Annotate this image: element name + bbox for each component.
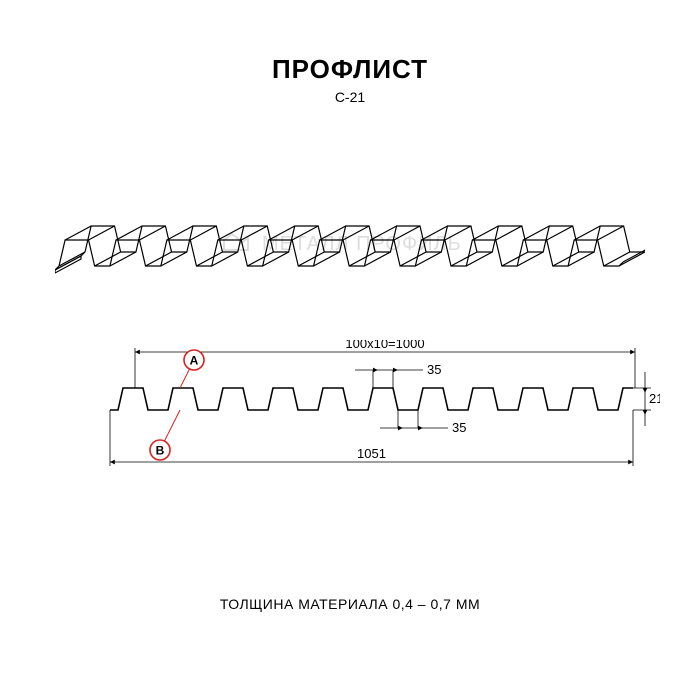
footer-text: ТОЛЩИНА МАТЕРИАЛА 0,4 – 0,7 ММ — [0, 596, 700, 612]
page-title: ПРОФЛИСТ — [0, 54, 700, 85]
svg-text:1051: 1051 — [357, 446, 386, 461]
title-block: ПРОФЛИСТ С-21 — [0, 54, 700, 105]
section-view: 100x10=1000 1051 21 35 35 A B — [40, 340, 660, 520]
svg-text:A: A — [190, 354, 199, 368]
svg-text:B: B — [156, 444, 165, 458]
isometric-view — [55, 150, 645, 290]
page: ПРОФЛИСТ С-21 МЕТАЛЛ ПРОФИЛЬ 100x10=1000… — [0, 0, 700, 700]
svg-text:35: 35 — [427, 362, 441, 377]
svg-text:21: 21 — [649, 391, 660, 406]
svg-text:35: 35 — [452, 420, 466, 435]
page-subtitle: С-21 — [0, 89, 700, 105]
svg-text:100x10=1000: 100x10=1000 — [345, 340, 424, 351]
